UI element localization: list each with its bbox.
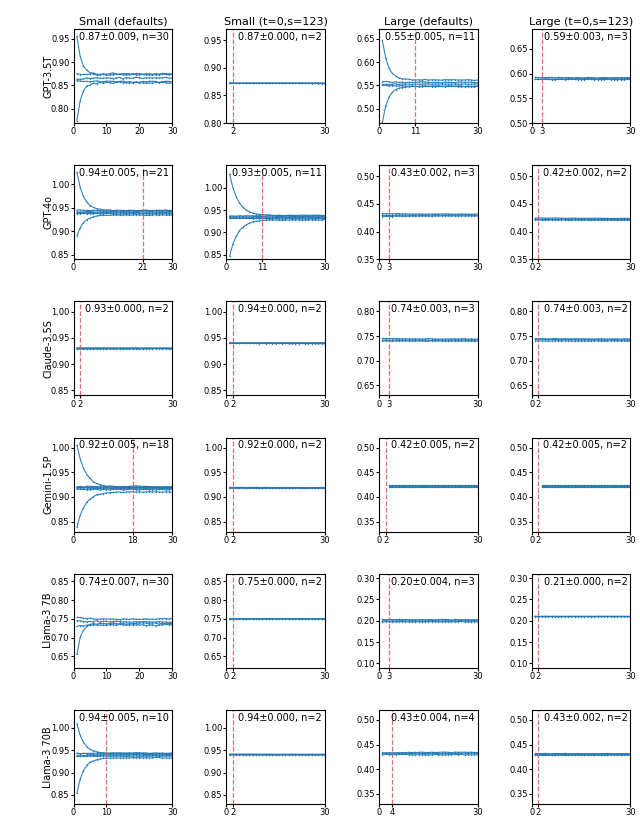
Title: Small (t=0,s=123): Small (t=0,s=123) bbox=[224, 17, 328, 27]
Text: 0.55±0.005, n=11: 0.55±0.005, n=11 bbox=[385, 32, 475, 42]
Title: Small (defaults): Small (defaults) bbox=[79, 17, 167, 27]
Title: Large (defaults): Large (defaults) bbox=[384, 17, 473, 27]
Text: 0.75±0.000, n=2: 0.75±0.000, n=2 bbox=[238, 576, 322, 586]
Text: 0.43±0.002, n=3: 0.43±0.002, n=3 bbox=[391, 168, 475, 178]
Text: 0.94±0.000, n=2: 0.94±0.000, n=2 bbox=[238, 304, 322, 314]
Text: 0.74±0.003, n=2: 0.74±0.003, n=2 bbox=[543, 304, 627, 314]
Text: 0.87±0.000, n=2: 0.87±0.000, n=2 bbox=[238, 32, 322, 42]
Text: 0.74±0.003, n=3: 0.74±0.003, n=3 bbox=[391, 304, 475, 314]
Y-axis label: Llama-3 7B: Llama-3 7B bbox=[43, 593, 53, 648]
Text: 0.93±0.005, n=11: 0.93±0.005, n=11 bbox=[232, 168, 322, 178]
Text: 0.43±0.004, n=4: 0.43±0.004, n=4 bbox=[391, 713, 475, 723]
Text: 0.21±0.000, n=2: 0.21±0.000, n=2 bbox=[543, 576, 627, 586]
Text: 0.94±0.005, n=10: 0.94±0.005, n=10 bbox=[79, 713, 169, 723]
Text: 0.92±0.005, n=18: 0.92±0.005, n=18 bbox=[79, 441, 169, 451]
Text: 0.87±0.009, n=30: 0.87±0.009, n=30 bbox=[79, 32, 169, 42]
Text: 0.59±0.003, n=3: 0.59±0.003, n=3 bbox=[544, 32, 627, 42]
Text: 0.42±0.005, n=2: 0.42±0.005, n=2 bbox=[543, 441, 627, 451]
Title: Large (t=0,s=123): Large (t=0,s=123) bbox=[529, 17, 633, 27]
Text: 0.20±0.004, n=3: 0.20±0.004, n=3 bbox=[391, 576, 475, 586]
Text: 0.42±0.005, n=2: 0.42±0.005, n=2 bbox=[390, 441, 475, 451]
Y-axis label: GPT-3.5T: GPT-3.5T bbox=[43, 54, 53, 97]
Text: 0.42±0.002, n=2: 0.42±0.002, n=2 bbox=[543, 168, 627, 178]
Y-axis label: GPT-4o: GPT-4o bbox=[43, 195, 53, 229]
Text: 0.93±0.000, n=2: 0.93±0.000, n=2 bbox=[86, 304, 169, 314]
Y-axis label: Llama-3 70B: Llama-3 70B bbox=[43, 726, 53, 788]
Text: 0.94±0.000, n=2: 0.94±0.000, n=2 bbox=[238, 713, 322, 723]
Text: 0.92±0.000, n=2: 0.92±0.000, n=2 bbox=[238, 441, 322, 451]
Text: 0.74±0.007, n=30: 0.74±0.007, n=30 bbox=[79, 576, 169, 586]
Text: 0.43±0.002, n=2: 0.43±0.002, n=2 bbox=[543, 713, 627, 723]
Y-axis label: Gemini-1.5P: Gemini-1.5P bbox=[43, 455, 53, 515]
Y-axis label: Claude-3.5S: Claude-3.5S bbox=[43, 319, 53, 378]
Text: 0.94±0.005, n=21: 0.94±0.005, n=21 bbox=[79, 168, 169, 178]
